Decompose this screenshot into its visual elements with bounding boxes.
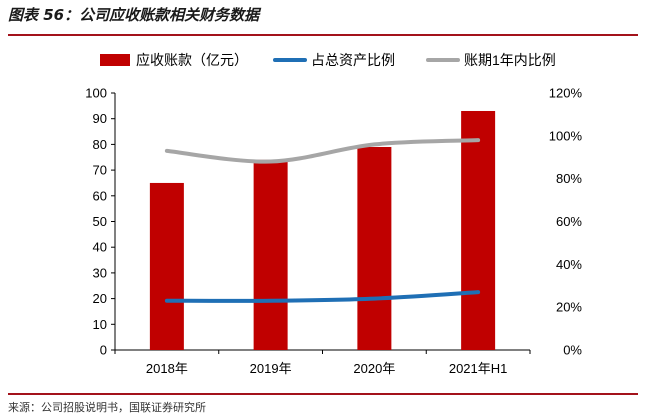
- y-left-tick-label: 0: [100, 343, 107, 358]
- x-tick-label: 2020年: [353, 361, 395, 376]
- bar-series: [149, 110, 496, 351]
- y-left-tick-label: 70: [93, 163, 107, 178]
- bar: [357, 146, 392, 350]
- x-tick-label: 2018年: [146, 361, 188, 376]
- y-left-tick-label: 90: [93, 111, 107, 126]
- bar: [253, 159, 288, 350]
- y-right-tick-label: 120%: [549, 86, 583, 101]
- y-left-tick-label: 30: [93, 265, 107, 280]
- y-left-tick-label: 100: [85, 86, 107, 101]
- y-left-tick-label: 20: [93, 291, 107, 306]
- title-divider: [8, 34, 638, 36]
- y-right-tick-label: 60%: [556, 214, 582, 229]
- x-tick-label: 2019年: [250, 361, 292, 376]
- y-right-tick-label: 80%: [556, 171, 582, 186]
- axes: 0 10 20 30 40 50 60 70 80 90 100 0% 20% 40% 60% 80% 100%…: [85, 86, 582, 377]
- chart-svg: 应收账款（亿元） 占总资产比例 账期1年内比例 0 10 20 30 40 50 60 70 80 9…: [85, 52, 582, 377]
- source-note: 来源：公司招股说明书，国联证券研究所: [8, 401, 206, 414]
- line-series-path: [164, 138, 481, 164]
- x-tick-label: 2021年H1: [449, 361, 508, 376]
- line-series-path: [164, 290, 481, 303]
- y-left-tick-label: 80: [93, 137, 107, 152]
- y-left-tick-label: 40: [93, 240, 107, 255]
- footer-divider: [8, 393, 638, 395]
- legend-label: 账期1年内比例: [464, 52, 556, 68]
- line-series: [164, 138, 481, 303]
- y-left-tick-label: 60: [93, 188, 107, 203]
- legend-label: 应收账款（亿元）: [136, 52, 248, 68]
- y-right-tick-label: 20%: [556, 300, 582, 315]
- chart-title: 图表 56：公司应收账款相关财务数据: [8, 6, 260, 24]
- y-right-tick-label: 100%: [549, 128, 583, 143]
- y-right-tick-label: 0%: [563, 343, 582, 358]
- legend-label: 占总资产比例: [311, 52, 395, 68]
- y-right-tick-label: 40%: [556, 257, 582, 272]
- legend-swatch-bar: [100, 54, 130, 66]
- y-left-tick-label: 10: [93, 317, 107, 332]
- bar: [149, 182, 184, 350]
- y-left-tick-label: 50: [93, 214, 107, 229]
- legend: 应收账款（亿元） 占总资产比例 账期1年内比例: [100, 52, 556, 68]
- bar: [461, 110, 496, 351]
